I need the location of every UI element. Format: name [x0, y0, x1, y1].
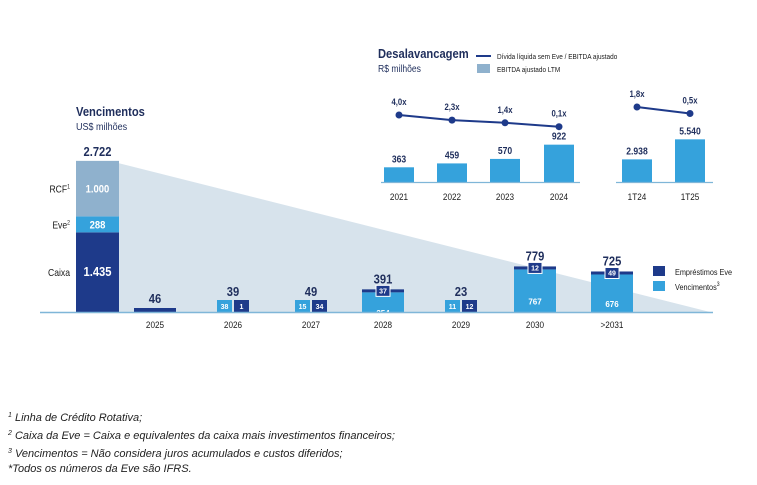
bar-emprestimos-value-2030: 12 — [531, 265, 539, 272]
annual-ratio-label-2023: 1,4x — [497, 104, 512, 115]
bar-total-2026: 39 — [227, 284, 240, 299]
annual-bar-label-2024: 922 — [552, 131, 566, 142]
legend-swatch-vencimentos — [653, 281, 665, 291]
bar-total-2030: 779 — [526, 249, 545, 264]
desal-legend-bar-label: EBITDA ajustado LTM — [497, 67, 560, 75]
annual-ratio-point-2023 — [501, 119, 509, 127]
bar-emprestimos-2029 — [462, 300, 477, 312]
bar-vencimentos->2031 — [591, 274, 633, 312]
bar-vencimentos-value-2030: 767 — [528, 298, 542, 307]
annual-ratio-line — [398, 114, 560, 128]
liquidity-value-caixa: 1.435 — [84, 264, 112, 279]
desal-title: Desalavancagem — [378, 46, 469, 61]
bar-vencimentos-2030 — [514, 269, 556, 312]
x-tick-2027: 2027 — [302, 319, 320, 330]
bar-vencimentos-value-2026: 38 — [221, 304, 229, 311]
footnote-3: 3 Vencimentos = Não considera juros acum… — [8, 448, 343, 460]
bar-vencimentos-value->2031: 676 — [605, 300, 619, 309]
bar-emprestimos-2026 — [234, 300, 249, 312]
quarterly-bar-label-1T24: 2.938 — [626, 146, 647, 157]
bar-emprestimos-value-2029: 12 — [466, 304, 474, 311]
quarterly-bar-1T24 — [622, 159, 652, 182]
bar-emprestimos-value-2028: 37 — [379, 288, 387, 295]
bar-vencimentos-2028 — [362, 292, 404, 312]
x-tick->2031: >2031 — [601, 319, 624, 330]
annual-ratio-point-2022 — [448, 116, 456, 124]
legend-swatch-emprestimos — [653, 266, 665, 276]
bar-total-2028: 391 — [374, 272, 393, 287]
footnotes: 1 Linha de Crédito Rotativa; 2 Caixa da … — [8, 408, 748, 477]
triangle-background — [118, 163, 710, 312]
bar-emprestimos-value-2026: 1 — [240, 304, 244, 311]
quarterly-ratio-point-1T24 — [633, 103, 641, 111]
annual-x-tick-2023: 2023 — [496, 191, 514, 202]
bar-total-2027: 49 — [305, 284, 318, 299]
liquidity-total: 2.722 — [84, 144, 112, 159]
quarterly-x-tick-1T24: 1T24 — [628, 191, 647, 202]
x-tick-2026: 2026 — [224, 319, 242, 330]
bar-vencimentos-value-2028: 354 — [376, 309, 390, 318]
annual-bar-2023 — [490, 158, 520, 182]
annual-bar-2024 — [544, 144, 574, 182]
liquidity-value-eve: 288 — [90, 220, 106, 232]
bar-total-2025: 46 — [149, 291, 162, 306]
legend-label-vencimentos: Vencimentos3 — [675, 282, 720, 292]
bar-emprestimos-box-2030 — [527, 261, 543, 274]
annual-ratio-label-2024: 0,1x — [551, 108, 566, 119]
bar-emprestimos-box-2028 — [375, 284, 391, 297]
liquidity-segment-caixa — [76, 232, 119, 312]
liquidity-label-eve: Eve2 — [52, 220, 70, 231]
bar-emprestimos-value-2027: 34 — [316, 304, 324, 311]
bar-vencimentos-value-2027: 15 — [299, 304, 307, 311]
quarterly-x-tick-1T25: 1T25 — [681, 191, 700, 202]
annual-ratio-label-2021: 4,0x — [391, 96, 406, 107]
desal-subtitle: R$ milhões — [378, 63, 421, 74]
x-tick-2030: 2030 — [526, 319, 544, 330]
quarterly-ratio-label-1T24: 1,8x — [629, 88, 644, 99]
footnote-4: *Todos os números da Eve são IFRS. — [8, 463, 192, 475]
x-tick-2028: 2028 — [374, 319, 392, 330]
bar-emprestimos-2025 — [134, 308, 176, 312]
liquidity-value-rcf: 1.000 — [86, 184, 110, 196]
annual-bar-2021 — [384, 167, 414, 182]
annual-bar-2022 — [437, 163, 467, 182]
vencimentos-title: Vencimentos — [76, 104, 145, 119]
legend-label-emprestimos: Empréstimos Eve — [675, 267, 733, 277]
annual-bar-label-2023: 570 — [498, 145, 512, 156]
x-tick-2029: 2029 — [452, 319, 470, 330]
quarterly-ratio-point-1T25 — [686, 110, 694, 117]
desal-legend-bar-swatch — [477, 64, 490, 73]
liquidity-segment-rcf — [76, 160, 119, 217]
bar-vencimentos-2027 — [295, 300, 310, 312]
bar-vencimentos-2029 — [445, 300, 460, 312]
bar-emprestimos-value->2031: 49 — [608, 270, 616, 277]
annual-bar-label-2021: 363 — [392, 154, 406, 165]
bar-total-2029: 23 — [455, 284, 468, 299]
bar-emprestimos-2027 — [312, 300, 327, 312]
quarterly-ratio-line — [636, 106, 691, 115]
desal-legend-line-label: Dívida líquida sem Eve / EBITDA ajustado — [497, 54, 617, 62]
annual-ratio-point-2024 — [555, 123, 563, 131]
quarterly-ratio-label-1T25: 0,5x — [682, 95, 697, 106]
bar-vencimentos-2026 — [217, 300, 232, 312]
bar-emprestimos-box->2031 — [604, 266, 620, 279]
annual-x-tick-2024: 2024 — [550, 191, 568, 202]
bar-vencimentos-value-2029: 11 — [449, 304, 457, 311]
quarterly-bar-label-1T25: 5.540 — [679, 126, 700, 137]
x-tick-2025: 2025 — [146, 319, 164, 330]
annual-x-tick-2021: 2021 — [390, 191, 408, 202]
liquidity-segment-eve — [76, 216, 119, 233]
chart-canvas: Vencimentos US$ milhões 1.435 Caixa 288 Eve2 1… — [40, 46, 733, 330]
annual-x-tick-2022: 2022 — [443, 191, 461, 202]
liquidity-label-rcf: RCF1 — [49, 184, 70, 195]
quarterly-bar-1T25 — [675, 139, 705, 182]
vencimentos-subtitle: US$ milhões — [76, 121, 127, 133]
footnote-1: 1 Linha de Crédito Rotativa; — [8, 412, 143, 424]
footnote-2: 2 Caixa da Eve = Caixa e equivalentes da… — [8, 430, 395, 442]
liquidity-label-caixa: Caixa — [48, 268, 71, 279]
annual-ratio-label-2022: 2,3x — [444, 102, 459, 113]
annual-ratio-point-2021 — [395, 111, 403, 119]
annual-bar-label-2022: 459 — [445, 150, 459, 161]
bar-total->2031: 725 — [603, 254, 622, 269]
